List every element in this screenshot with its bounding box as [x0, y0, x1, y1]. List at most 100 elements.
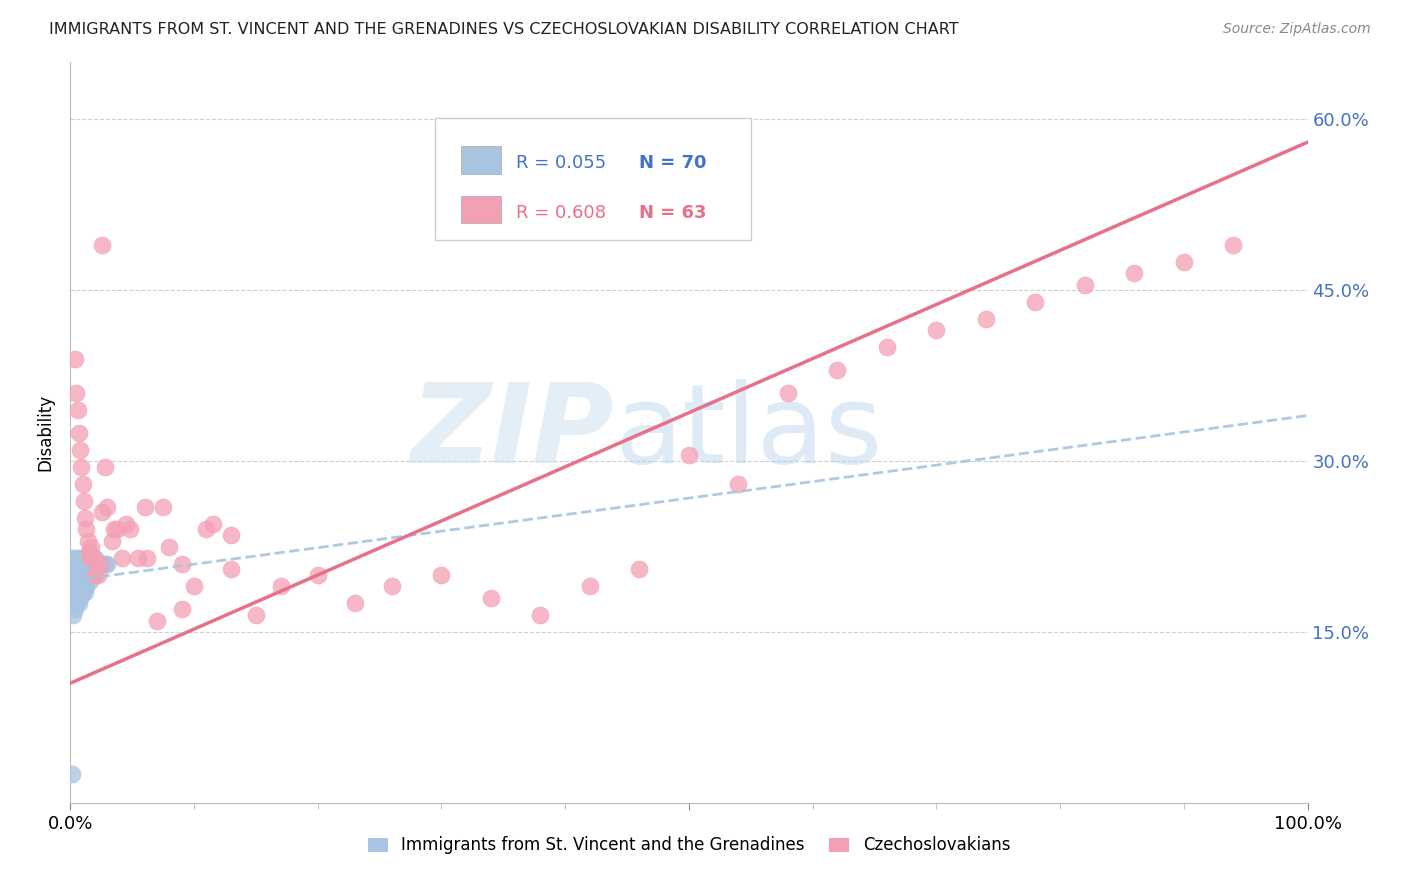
- Point: [79, 550, 101, 565]
- Point: [65, 585, 87, 599]
- Text: Source: ZipAtlas.com: Source: ZipAtlas.com: [1223, 22, 1371, 37]
- Point: [115, 516, 138, 531]
- Point: [66, 591, 89, 605]
- Point: [65, 385, 87, 400]
- Point: [65, 557, 87, 571]
- Point: [628, 562, 651, 576]
- Point: [195, 523, 218, 537]
- Point: [91, 557, 114, 571]
- Point: [65, 550, 87, 565]
- Point: [67, 574, 90, 588]
- Point: [69, 579, 91, 593]
- Point: [62, 550, 84, 565]
- Point: [89, 557, 111, 571]
- Point: [60, 767, 83, 781]
- Point: [67, 585, 90, 599]
- Point: [63, 585, 86, 599]
- Point: [69, 568, 91, 582]
- Point: [62, 568, 84, 582]
- Point: [876, 340, 898, 354]
- Point: [70, 579, 93, 593]
- Point: [67, 562, 90, 576]
- Point: [70, 557, 93, 571]
- Point: [69, 591, 91, 605]
- Point: [118, 523, 141, 537]
- Point: [82, 550, 104, 565]
- Point: [75, 550, 97, 565]
- Point: [89, 557, 111, 571]
- Point: [974, 311, 997, 326]
- Point: [67, 550, 90, 565]
- Point: [727, 476, 749, 491]
- Point: [72, 585, 94, 599]
- Legend: Immigrants from St. Vincent and the Grenadines, Czechoslovakians: Immigrants from St. Vincent and the Gren…: [361, 830, 1017, 861]
- Point: [84, 550, 107, 565]
- Point: [70, 568, 93, 582]
- Point: [70, 459, 93, 474]
- Point: [77, 545, 100, 559]
- Point: [1222, 237, 1244, 252]
- Point: [86, 557, 108, 571]
- Point: [219, 562, 242, 576]
- Text: IMMIGRANTS FROM ST. VINCENT AND THE GRENADINES VS CZECHOSLOVAKIAN DISABILITY COR: IMMIGRANTS FROM ST. VINCENT AND THE GREN…: [49, 22, 959, 37]
- Point: [134, 500, 156, 514]
- Point: [83, 568, 105, 582]
- Point: [65, 562, 87, 576]
- Point: [66, 568, 89, 582]
- FancyBboxPatch shape: [461, 195, 501, 223]
- Point: [77, 557, 100, 571]
- Point: [75, 579, 97, 593]
- Point: [62, 607, 84, 622]
- Point: [479, 591, 502, 605]
- Point: [75, 574, 97, 588]
- Point: [83, 557, 105, 571]
- Point: [76, 562, 98, 576]
- Point: [73, 579, 96, 593]
- Point: [72, 550, 94, 565]
- Point: [183, 579, 205, 593]
- Point: [75, 568, 97, 582]
- Point: [73, 557, 96, 571]
- Point: [87, 557, 110, 571]
- Point: [65, 579, 87, 593]
- Point: [152, 500, 174, 514]
- Point: [1074, 277, 1097, 292]
- Text: N = 70: N = 70: [640, 154, 707, 172]
- Point: [111, 550, 134, 565]
- Point: [79, 550, 101, 565]
- Point: [136, 550, 159, 565]
- Point: [827, 363, 849, 377]
- Point: [157, 540, 180, 554]
- Point: [170, 557, 193, 571]
- Point: [84, 557, 107, 571]
- Point: [65, 568, 87, 582]
- Point: [72, 476, 94, 491]
- Point: [127, 550, 149, 565]
- Point: [73, 568, 96, 582]
- Point: [63, 574, 86, 588]
- Point: [170, 602, 193, 616]
- Point: [66, 579, 89, 593]
- Point: [245, 607, 267, 622]
- Point: [201, 516, 224, 531]
- Point: [69, 442, 91, 457]
- Text: R = 0.608: R = 0.608: [516, 203, 606, 222]
- Point: [79, 562, 101, 576]
- Point: [96, 557, 118, 571]
- Point: [1024, 294, 1046, 309]
- Point: [80, 540, 103, 554]
- Point: [75, 585, 97, 599]
- Point: [219, 528, 242, 542]
- Point: [146, 614, 169, 628]
- Point: [101, 533, 124, 548]
- Point: [65, 591, 87, 605]
- Point: [1173, 254, 1195, 268]
- Text: R = 0.055: R = 0.055: [516, 154, 606, 172]
- Point: [270, 579, 292, 593]
- Point: [925, 323, 948, 337]
- Point: [90, 557, 112, 571]
- Point: [579, 579, 602, 593]
- Point: [65, 574, 87, 588]
- Point: [72, 562, 94, 576]
- Point: [96, 500, 118, 514]
